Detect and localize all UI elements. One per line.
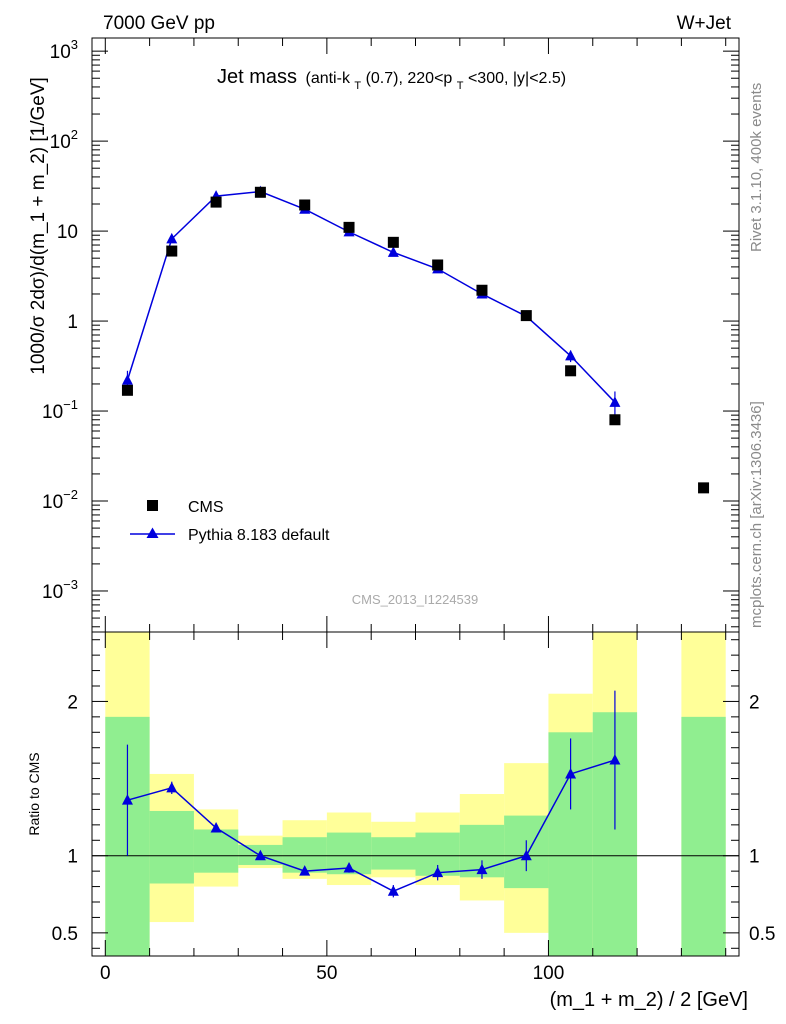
main-data-point-2 — [210, 196, 222, 208]
main-mc-point-1 — [166, 232, 178, 244]
ratio-mc-point-10 — [565, 767, 577, 779]
title-sub-1: T — [354, 80, 361, 92]
main-data-point-5 — [343, 221, 355, 233]
ratio-band-inner-group — [105, 712, 726, 956]
ratio-mc-point-5 — [343, 862, 355, 873]
ratio-y-ticks: 2 2 1 1 0.5 0.5 — [52, 639, 775, 949]
ratio-mc-point-3 — [254, 849, 266, 861]
ratio-band-inner-2 — [193, 829, 239, 873]
main-y-tick-exp-0: 3 — [71, 37, 78, 52]
main-y-tick-label-5: 10−2 — [42, 487, 78, 513]
title-part-3: <300, |y|<2.5) — [468, 70, 566, 87]
main-y-tick-exp-5: −2 — [63, 487, 78, 502]
main-y-tick-base-3: 1 — [67, 312, 78, 333]
main-y-tick-label-1: 102 — [50, 127, 78, 153]
ratio-mc-point-11 — [609, 754, 621, 765]
main-y-tick-label-2: 10 — [57, 222, 78, 243]
legend-cms-label: CMS — [188, 499, 224, 516]
ratio-y-tick-label-left-0: 2 — [67, 692, 78, 713]
header-left: 7000 GeV pp — [103, 13, 215, 34]
main-y-tick-label-4: 10−1 — [42, 397, 78, 423]
legend: CMS Pythia 8.183 default — [130, 499, 330, 544]
main-y-tick-base-6: 10 — [42, 582, 63, 603]
title-main: Jet mass — [217, 66, 297, 88]
main-y-tick-label-3: 1 — [67, 312, 78, 333]
main-data-point-3 — [254, 186, 266, 198]
main-data-point-6 — [387, 236, 399, 248]
ratio-mc-point-4 — [299, 865, 311, 876]
main-data-point-9 — [520, 310, 532, 322]
main-data-point-8 — [476, 284, 488, 296]
ratio-mc-line — [127, 759, 616, 893]
ratio-band-inner-1 — [149, 810, 194, 884]
main-data-point-4 — [299, 199, 311, 211]
ratio-mc-point-8 — [476, 863, 488, 875]
plot-title: Jet mass (anti-k T (0.7), 220<p T <300, … — [217, 66, 566, 93]
main-mc-point-6 — [387, 246, 399, 257]
x-axis-ticks: 0 50 100 — [100, 38, 727, 984]
ratio-y-tick-label-right-1: 1 — [749, 847, 760, 868]
title-part-2: (0.7), 220<p — [366, 70, 453, 87]
main-y-tick-exp-6: −3 — [63, 577, 78, 592]
ratio-mc-point-2 — [210, 821, 222, 833]
main-y-tick-label-6: 10−3 — [42, 577, 78, 603]
legend-pythia-marker — [146, 527, 159, 538]
main-data-series — [121, 186, 710, 494]
main-data-point-7 — [432, 259, 444, 271]
x-axis-label: (m_1 + m_2) / 2 [GeV] — [550, 989, 748, 1011]
ratio-mc-point-6 — [387, 885, 399, 896]
main-y-minor-ticks — [92, 54, 739, 628]
title-sub-2: T — [457, 80, 464, 92]
ratio-band-inner-12 — [681, 716, 726, 956]
ratio-y-tick-label-right-0: 2 — [749, 692, 760, 713]
main-y-axis-label: 1000/σ 2dσ)/d(m_1 + m_2) [1/GeV] — [28, 77, 49, 375]
ratio-mc-point-7 — [432, 866, 444, 878]
ratio-y-tick-label-left-1: 1 — [67, 847, 78, 868]
x-tick-label-0: 0 — [100, 963, 111, 984]
main-y-tick-base-0: 10 — [50, 42, 71, 63]
main-y-tick-base-1: 10 — [50, 132, 71, 153]
main-mc-point-11 — [609, 396, 621, 407]
ratio-band-inner-6 — [371, 837, 416, 870]
legend-pythia-label: Pythia 8.183 default — [188, 527, 330, 544]
main-data-point-11 — [609, 414, 621, 426]
rivet-version-label: Rivet 3.1.10, 400k events — [748, 83, 765, 252]
header-right: W+Jet — [677, 13, 732, 34]
ratio-mc-point-1 — [166, 781, 178, 793]
main-y-tick-base-5: 10 — [42, 492, 63, 513]
main-mc-line — [126, 190, 616, 403]
ratio-y-axis-label: Ratio to CMS — [26, 752, 42, 835]
mcplots-label: mcplots.cern.ch [arXiv:1306.3436] — [748, 401, 765, 628]
ratio-mc-point-0 — [121, 794, 133, 805]
main-y-tick-base-2: 10 — [57, 222, 78, 243]
ratio-mc-series — [121, 690, 621, 898]
x-tick-label-1: 50 — [316, 963, 337, 984]
main-y-tick-exp-4: −1 — [63, 397, 78, 412]
main-panel-background — [92, 38, 739, 632]
legend-cms-marker — [147, 500, 158, 511]
main-y-tick-base-4: 10 — [42, 402, 63, 423]
main-y-tick-label-0: 103 — [50, 37, 78, 63]
x-tick-label-2: 100 — [533, 963, 565, 984]
analysis-watermark: CMS_2013_I1224539 — [352, 592, 479, 607]
ratio-y-tick-label-right-2: 0.5 — [749, 924, 775, 945]
main-data-point-10 — [565, 365, 577, 377]
main-mc-point-0 — [121, 374, 133, 385]
main-data-point-0 — [121, 384, 133, 396]
title-part-1: (anti-k — [305, 70, 350, 87]
main-y-tick-exp-1: 2 — [71, 127, 78, 142]
main-data-point-1 — [166, 245, 178, 257]
main-mc-point-10 — [565, 349, 577, 361]
ratio-mc-point-9 — [520, 849, 532, 861]
ratio-y-tick-label-left-2: 0.5 — [52, 924, 78, 945]
main-data-point-12 — [698, 482, 710, 494]
